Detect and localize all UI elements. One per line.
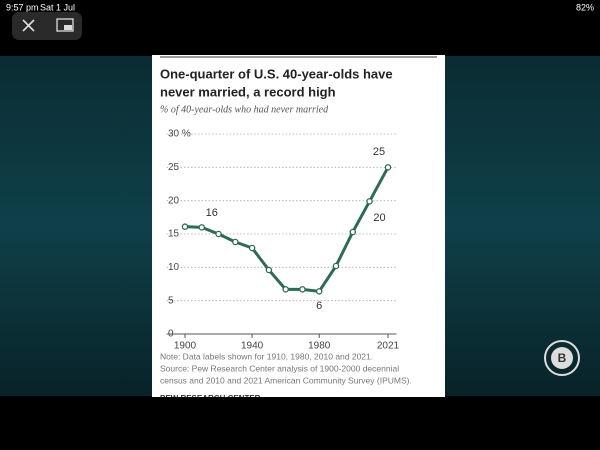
x-tick-label: 1900 bbox=[174, 341, 197, 352]
close-button[interactable] bbox=[22, 19, 35, 32]
point bbox=[332, 262, 340, 270]
point bbox=[248, 244, 256, 252]
x-tick-label: 1940 bbox=[241, 341, 264, 352]
chart-title: One-quarter of U.S. 40-year-olds have bbox=[160, 66, 393, 81]
svg-text:B: B bbox=[558, 351, 567, 365]
point bbox=[181, 223, 189, 230]
point bbox=[366, 198, 373, 205]
note: Source: Pew Research Center analysis of … bbox=[160, 363, 399, 373]
x-tick-label: 2021 bbox=[377, 341, 400, 352]
point bbox=[315, 288, 323, 295]
status-battery: 82% bbox=[576, 2, 594, 12]
blurred-side bbox=[0, 56, 152, 396]
point bbox=[349, 228, 357, 236]
data-label: 25 bbox=[373, 146, 385, 158]
y-tick-label: 30 % bbox=[168, 129, 191, 140]
app-logo: B bbox=[544, 340, 580, 376]
chart-title: never married, a record high bbox=[160, 84, 336, 99]
point bbox=[265, 266, 273, 274]
data-label: 6 bbox=[316, 300, 322, 312]
point bbox=[198, 224, 206, 231]
bottom-bar bbox=[0, 397, 600, 450]
point bbox=[282, 286, 289, 293]
status-date: Sat 1 Jul bbox=[40, 2, 75, 12]
data-label: 20 bbox=[373, 212, 385, 224]
point bbox=[299, 286, 306, 293]
pip-button[interactable] bbox=[56, 18, 74, 32]
note: census and 2010 and 2021 American Commun… bbox=[160, 375, 412, 385]
x-tick-label: 1980 bbox=[308, 341, 331, 352]
point bbox=[215, 230, 222, 238]
point bbox=[384, 164, 392, 171]
blurred-side bbox=[445, 56, 600, 396]
chart-subtitle: % of 40-year-olds who had never married bbox=[160, 104, 329, 115]
data-label: 16 bbox=[206, 207, 218, 219]
point bbox=[232, 238, 239, 246]
note: Note: Data labels shown for 1910, 1980, … bbox=[160, 351, 373, 361]
status-time: 9:57 pm bbox=[6, 2, 39, 12]
